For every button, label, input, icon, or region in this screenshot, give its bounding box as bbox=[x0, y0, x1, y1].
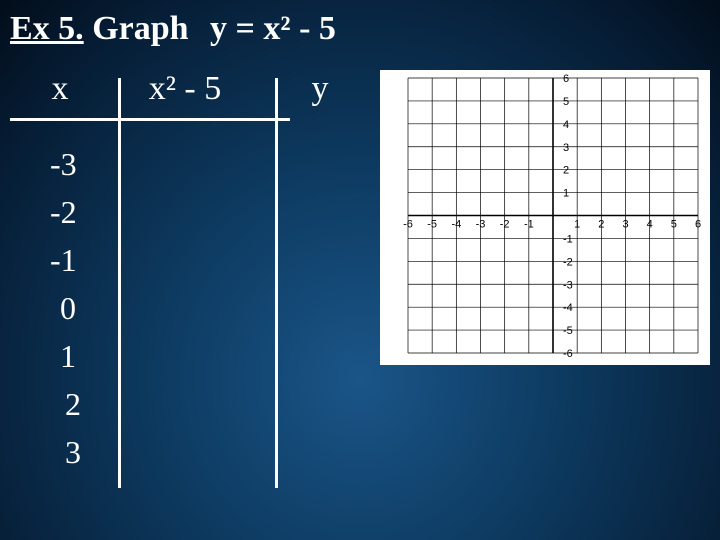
svg-text:6: 6 bbox=[695, 219, 701, 231]
grid-svg: -6-5-4-3-2-1123456-6-5-4-3-2-1123456 bbox=[380, 70, 710, 365]
svg-text:2: 2 bbox=[563, 165, 569, 177]
x-value-column: -3 -2 -1 0 1 2 3 bbox=[30, 140, 110, 476]
svg-text:-4: -4 bbox=[563, 302, 573, 314]
x-row: -1 bbox=[30, 236, 110, 284]
svg-text:1: 1 bbox=[574, 219, 580, 231]
svg-text:-4: -4 bbox=[451, 219, 461, 231]
x-row: -2 bbox=[30, 188, 110, 236]
svg-text:1: 1 bbox=[563, 188, 569, 200]
title-word: Graph bbox=[84, 10, 189, 47]
title-prefix: Ex 5. bbox=[10, 10, 84, 47]
svg-text:-5: -5 bbox=[427, 219, 437, 231]
svg-text:-3: -3 bbox=[563, 279, 573, 291]
title: Ex 5. Graph bbox=[10, 10, 189, 48]
svg-text:4: 4 bbox=[647, 219, 653, 231]
svg-text:-1: -1 bbox=[524, 219, 534, 231]
value-table: x x² - 5 y bbox=[10, 70, 370, 120]
x-row: 1 bbox=[30, 332, 110, 380]
svg-text:5: 5 bbox=[671, 219, 677, 231]
coordinate-grid: -6-5-4-3-2-1123456-6-5-4-3-2-1123456 bbox=[380, 70, 710, 365]
svg-text:4: 4 bbox=[563, 119, 569, 131]
x-row: 0 bbox=[30, 284, 110, 332]
svg-text:-3: -3 bbox=[476, 219, 486, 231]
svg-text:-6: -6 bbox=[403, 219, 413, 231]
x-row: -3 bbox=[30, 140, 110, 188]
svg-text:-5: -5 bbox=[563, 325, 573, 337]
equation: y = x² - 5 bbox=[210, 10, 336, 48]
table-horizontal-line bbox=[10, 118, 290, 121]
svg-text:6: 6 bbox=[563, 73, 569, 85]
header-xsq: x² - 5 bbox=[110, 70, 260, 120]
x-row: 2 bbox=[30, 380, 110, 428]
svg-text:3: 3 bbox=[563, 142, 569, 154]
svg-text:2: 2 bbox=[598, 219, 604, 231]
x-row: 3 bbox=[30, 428, 110, 476]
header-x: x bbox=[10, 70, 110, 120]
svg-text:3: 3 bbox=[622, 219, 628, 231]
svg-text:-2: -2 bbox=[563, 256, 573, 268]
svg-text:-1: -1 bbox=[563, 233, 573, 245]
table-vertical-line-1 bbox=[118, 78, 121, 488]
svg-text:-6: -6 bbox=[563, 348, 573, 360]
svg-text:-2: -2 bbox=[500, 219, 510, 231]
table-vertical-line-2 bbox=[275, 78, 278, 488]
svg-text:5: 5 bbox=[563, 96, 569, 108]
